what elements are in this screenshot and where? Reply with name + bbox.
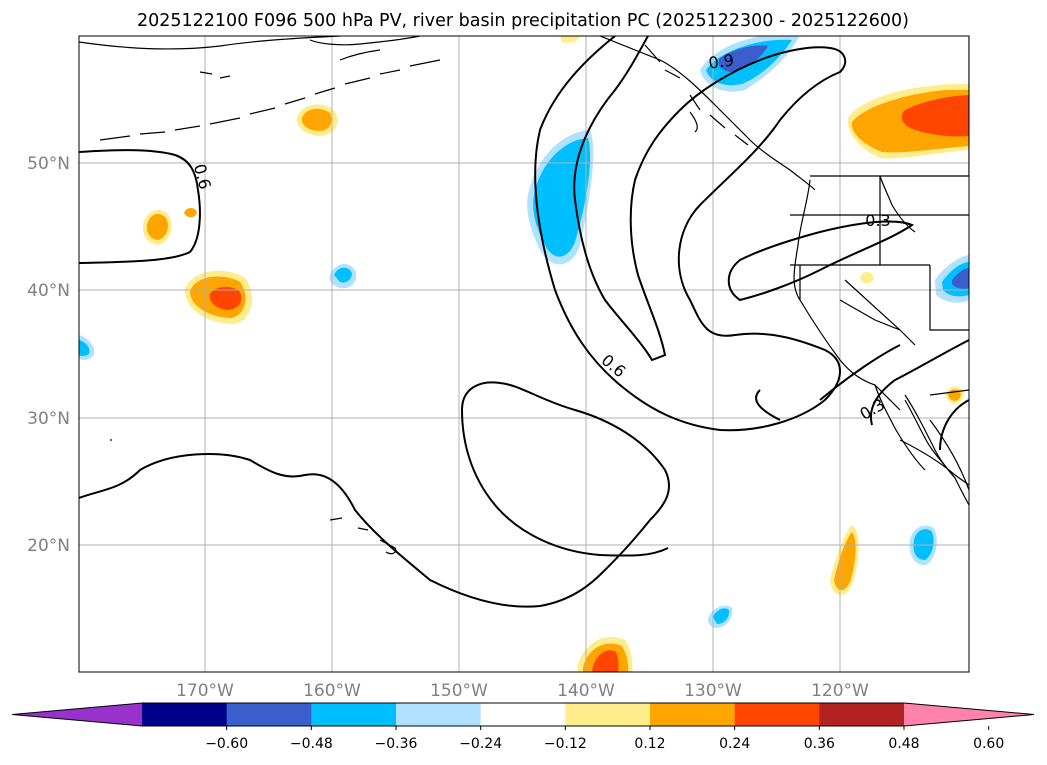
colorbar-segment	[311, 703, 397, 726]
colorbar-tick-label: 0.24	[719, 736, 750, 752]
colorbar-segment	[650, 703, 736, 726]
colorbar-segment	[396, 703, 482, 726]
colorbar: −0.60 −0.48 −0.36 −0.24 −0.12 0.12 0.24 0.36 0.4…	[11, 702, 1035, 752]
colorbar-segment	[142, 703, 228, 726]
colorbar-outline	[11, 702, 1035, 727]
colorbar-tick-label: 0.48	[888, 736, 919, 752]
colorbar-segment	[734, 703, 820, 726]
lat-label-40n: 40°N	[27, 281, 70, 301]
lon-label-170w: 170°W	[176, 681, 234, 701]
contour-label-0.3-cutoff: 0.3	[865, 211, 890, 230]
lat-label-20n: 20°N	[27, 536, 70, 556]
lon-label-140w: 140°W	[557, 681, 615, 701]
colorbar-tick-label: 0.60	[973, 736, 1004, 752]
latitude-labels: 50°N 40°N 30°N 20°N	[27, 154, 70, 556]
colorbar-tick-label: −0.24	[459, 736, 502, 752]
lon-label-120w: 120°W	[811, 681, 869, 701]
map-frame	[78, 35, 970, 673]
colorbar-segment	[819, 703, 905, 726]
pv-contour-0.3-cutoff	[727, 220, 915, 302]
colorbar-tick-label: −0.12	[544, 736, 587, 752]
pv-contour-0.3-east	[819, 339, 969, 426]
pv-contour-0.6-northwest	[79, 149, 201, 264]
lon-label-130w: 130°W	[684, 681, 742, 701]
shading-layer	[79, 36, 969, 672]
pv-contour-0.6-subtropical	[79, 381, 670, 608]
colorbar-segment	[565, 703, 651, 726]
colorbar-tick-label: −0.60	[205, 736, 248, 752]
colorbar-segment	[480, 703, 566, 726]
map-content: 0.9 0.6 0.3 0.6 0.3	[79, 36, 969, 672]
colorbar-tick-label: −0.48	[290, 736, 333, 752]
colorbar-extend-low	[12, 703, 142, 726]
lon-label-160w: 160°W	[303, 681, 361, 701]
pv-contours	[79, 36, 969, 608]
colorbar-segment	[226, 703, 312, 726]
lat-label-30n: 30°N	[27, 409, 70, 429]
pv-contour-0.9-trough	[534, 36, 847, 432]
map-background	[79, 36, 969, 672]
colorbar-tick-label: 0.36	[804, 736, 835, 752]
colorbar-extend-high	[904, 703, 1034, 726]
figure-title: 2025122100 F096 500 hPa PV, river basin …	[137, 11, 909, 31]
lon-label-150w: 150°W	[430, 681, 488, 701]
coastlines	[79, 36, 969, 555]
lat-label-50n: 50°N	[27, 154, 70, 174]
colorbar-tick-label: 0.12	[634, 736, 665, 752]
longitude-labels: 170°W 160°W 150°W 140°W 130°W 120°W	[176, 681, 869, 701]
contour-label-0.9: 0.9	[707, 50, 735, 72]
graticule	[79, 36, 969, 672]
colorbar-tick-label: −0.36	[375, 736, 418, 752]
